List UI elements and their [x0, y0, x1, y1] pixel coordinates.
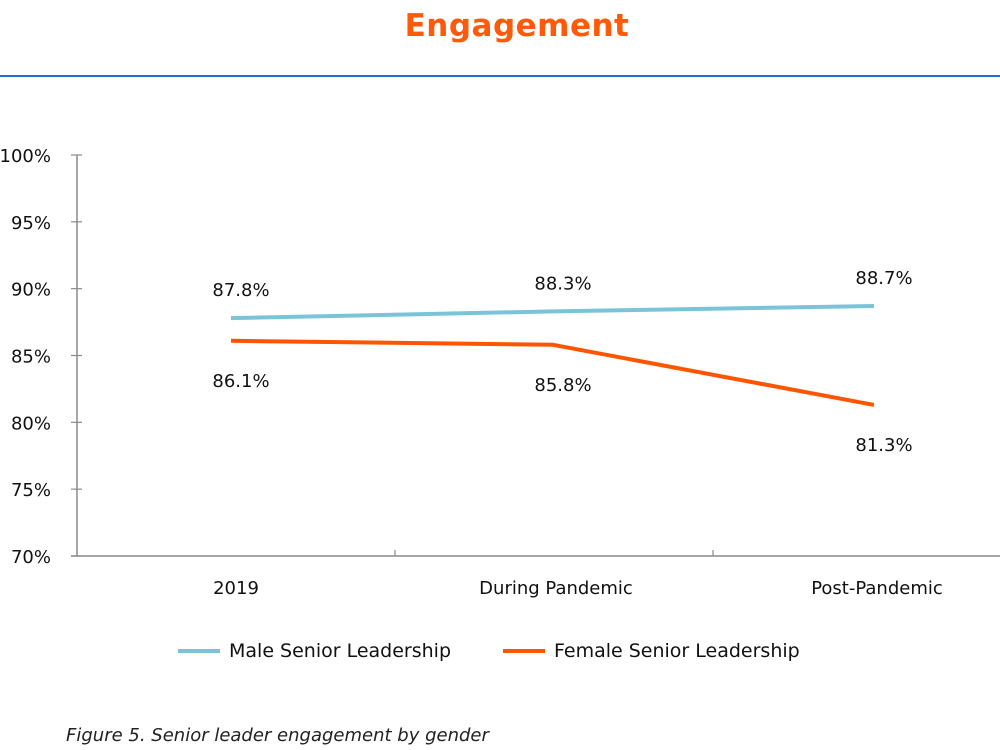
series-lines — [230, 304, 875, 407]
legend-item-male: Male Senior Leadership — [178, 636, 451, 666]
y-tick-label: 85% — [11, 347, 51, 368]
line-chart: 70% 75% 80% 85% 90% 95% 100% 2019 During Pandem… — [0, 146, 1000, 599]
y-tick-label: 95% — [11, 213, 51, 234]
data-label-female: 86.1% — [212, 371, 269, 392]
title-divider — [0, 75, 1000, 77]
y-tick-label: 75% — [11, 480, 51, 501]
y-tick-label: 90% — [11, 280, 51, 301]
data-label-male: 88.3% — [534, 273, 591, 294]
legend-swatch-male — [178, 649, 220, 653]
legend-label-male: Male Senior Leadership — [229, 640, 452, 662]
data-label-male: 88.7% — [855, 268, 912, 289]
legend-label-female: Female Senior Leadership — [554, 640, 800, 662]
y-tick-label: 100% — [0, 146, 51, 167]
data-label-female: 85.8% — [534, 375, 591, 396]
y-axis: 70% 75% 80% 85% 90% 95% 100% — [0, 146, 82, 568]
data-labels: 87.8% 88.3% 88.7% 86.1% 85.8% 81.3% — [212, 268, 912, 456]
data-label-male: 87.8% — [212, 280, 269, 301]
y-tick-label: 80% — [11, 413, 51, 434]
data-label-female: 81.3% — [855, 435, 912, 456]
figure-caption: Figure 5. Senior leader engagement by ge… — [66, 725, 489, 746]
x-tick-label: 2019 — [213, 578, 259, 599]
series-line-male — [230, 304, 875, 321]
x-tick-label: During Pandemic — [479, 578, 633, 599]
legend-item-female: Female Senior Leadership — [503, 636, 800, 666]
chart-title: Engagement — [404, 8, 630, 44]
legend: Male Senior Leadership Female Senior Lea… — [0, 636, 1000, 666]
legend-swatch-female — [503, 649, 545, 653]
x-tick-label: Post-Pandemic — [811, 578, 943, 599]
x-axis: 2019 During Pandemic Post-Pandemic — [71, 550, 1000, 599]
series-line-female — [230, 338, 875, 407]
y-tick-label: 70% — [11, 547, 51, 568]
